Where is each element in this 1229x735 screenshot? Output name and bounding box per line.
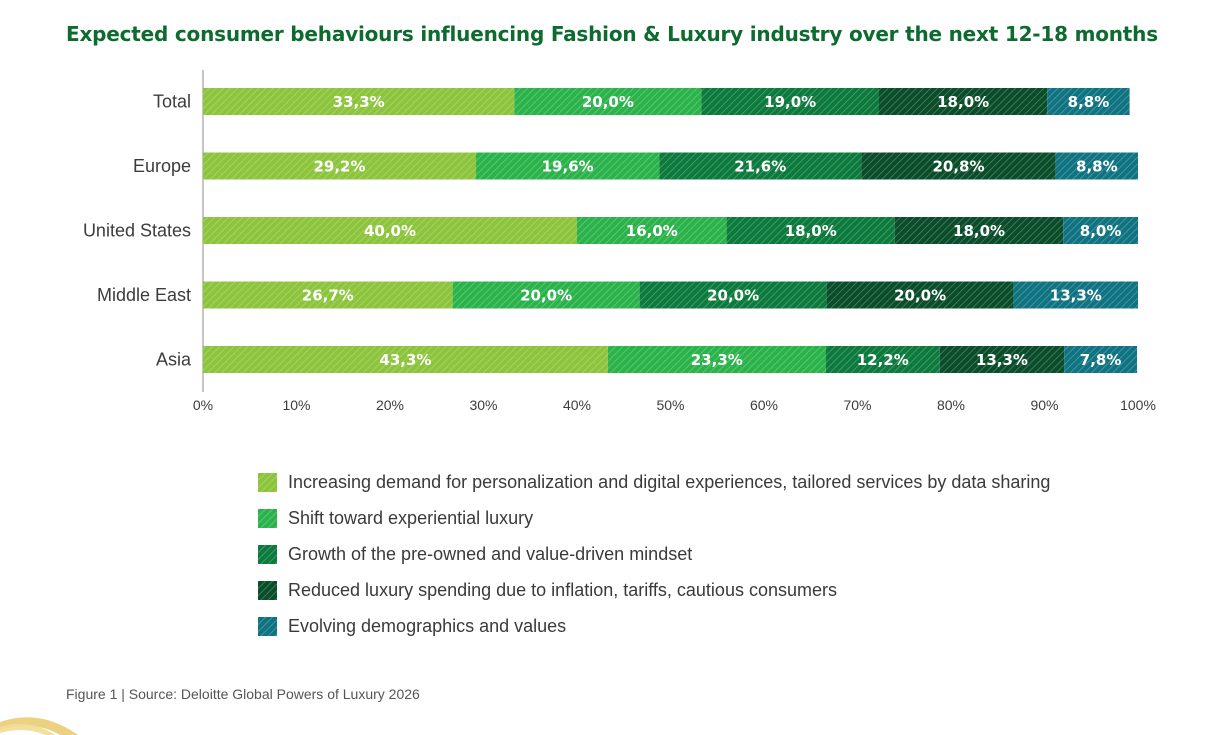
value-labels-layer: 33,3% 20,0% 19,0% 18,0% 8,8% 29,2% 19,6% 21,6% 2… <box>302 93 1122 369</box>
bar-value-label: 19,6% <box>542 158 594 176</box>
bars-layer <box>203 88 1138 373</box>
legend-label: Increasing demand for personalization an… <box>288 471 1051 492</box>
bar-value-label: 43,3% <box>379 351 431 369</box>
x-tick-label: 10% <box>282 397 310 413</box>
legend-swatch <box>258 508 277 528</box>
category-label: Total <box>153 92 191 112</box>
bar-value-label: 7,8% <box>1080 351 1122 369</box>
figure-source-note: Figure 1 | Source: Deloitte Global Power… <box>66 686 420 702</box>
legend-swatch <box>258 580 277 600</box>
bar-value-label: 20,0% <box>707 287 759 305</box>
bar-segment <box>452 281 640 309</box>
bar-segment <box>476 152 660 180</box>
bar-value-label: 20,0% <box>894 287 946 305</box>
x-tick-label: 40% <box>563 397 591 413</box>
bar-value-label: 13,3% <box>1050 287 1102 305</box>
bar-value-label: 40,0% <box>364 222 416 240</box>
x-tick-label: 60% <box>750 397 778 413</box>
category-label: Asia <box>156 350 192 370</box>
bar-segment <box>1047 88 1130 115</box>
bar-segment <box>1013 281 1138 309</box>
bar-value-label: 20,0% <box>520 287 572 305</box>
x-tick-label: 0% <box>193 397 213 413</box>
bar-segment <box>1064 346 1138 373</box>
x-tick-labels-layer: 0% 10% 20% 30% 40% 50% 60% 70% 80% 90% 100% <box>193 397 1156 413</box>
bar-value-label: 29,2% <box>313 158 365 176</box>
x-tick-label: 20% <box>376 397 404 413</box>
bar-value-label: 19,0% <box>764 93 816 111</box>
chart-title: Expected consumer behaviours influencing… <box>66 22 1158 46</box>
bar-segment <box>825 346 940 373</box>
bar-value-label: 21,6% <box>734 158 786 176</box>
stacked-bar-chart: 33,3% 20,0% 19,0% 18,0% 8,8% 29,2% 19,6% 21,6% 2… <box>83 70 1156 413</box>
x-tick-label: 50% <box>656 397 684 413</box>
bar-segment <box>1055 152 1138 180</box>
category-labels-layer: Total Europe United States Middle East Asia <box>83 92 192 370</box>
x-tick-label: 90% <box>1030 397 1058 413</box>
bar-segment <box>203 88 515 115</box>
category-label: United States <box>83 221 191 241</box>
bar-value-label: 18,0% <box>937 93 989 111</box>
bar-segment <box>826 281 1014 309</box>
bar-value-label: 8,8% <box>1076 158 1118 176</box>
legend-swatch <box>258 616 277 636</box>
bar-segment <box>203 346 608 373</box>
legend-label: Evolving demographics and values <box>288 615 567 636</box>
legend-item: Shift toward experiential luxury <box>258 500 1050 536</box>
x-tick-label: 80% <box>937 397 965 413</box>
decorative-gold-swoosh <box>0 717 78 735</box>
x-tick-label: 70% <box>843 397 871 413</box>
bar-segment <box>894 217 1064 244</box>
bar-value-label: 18,0% <box>953 222 1005 240</box>
bar-value-label: 8,0% <box>1080 222 1122 240</box>
bar-value-label: 23,3% <box>691 351 743 369</box>
bar-value-label: 13,3% <box>976 351 1028 369</box>
bar-segment <box>939 346 1065 373</box>
bar-value-label: 33,3% <box>333 93 385 111</box>
bar-segment <box>203 217 577 244</box>
bar-value-label: 20,8% <box>932 158 984 176</box>
bar-segment <box>577 217 727 244</box>
bar-segment <box>203 281 453 309</box>
bar-value-label: 18,0% <box>785 222 837 240</box>
bar-segment <box>861 152 1056 180</box>
bar-segment <box>514 88 702 115</box>
bar-value-label: 20,0% <box>582 93 634 111</box>
legend-swatch <box>258 544 277 564</box>
bar-segment <box>701 88 879 115</box>
legend-swatch <box>258 472 277 492</box>
legend-label: Reduced luxury spending due to inflation… <box>288 579 837 600</box>
legend-item: Reduced luxury spending due to inflation… <box>258 572 1050 608</box>
bar-value-label: 26,7% <box>302 287 354 305</box>
category-label: Middle East <box>97 285 191 305</box>
legend-item: Growth of the pre-owned and value-driven… <box>258 536 1050 572</box>
legend-label: Growth of the pre-owned and value-driven… <box>288 543 693 564</box>
chart-legend: Increasing demand for personalization an… <box>258 464 1050 644</box>
bar-segment <box>659 152 862 180</box>
bar-segment <box>1063 217 1138 244</box>
legend-label: Shift toward experiential luxury <box>288 507 534 528</box>
category-label: Europe <box>133 156 191 176</box>
x-tick-label: 100% <box>1120 397 1156 413</box>
x-tick-label: 30% <box>469 397 497 413</box>
bar-segment <box>607 346 826 373</box>
bar-segment <box>203 152 477 180</box>
bar-segment <box>879 88 1048 115</box>
bar-value-label: 12,2% <box>857 351 909 369</box>
bar-value-label: 16,0% <box>626 222 678 240</box>
legend-item: Increasing demand for personalization an… <box>258 464 1050 500</box>
bar-value-label: 8,8% <box>1068 93 1110 111</box>
bar-segment <box>726 217 895 244</box>
legend-item: Evolving demographics and values <box>258 608 1050 644</box>
bar-segment <box>639 281 827 309</box>
